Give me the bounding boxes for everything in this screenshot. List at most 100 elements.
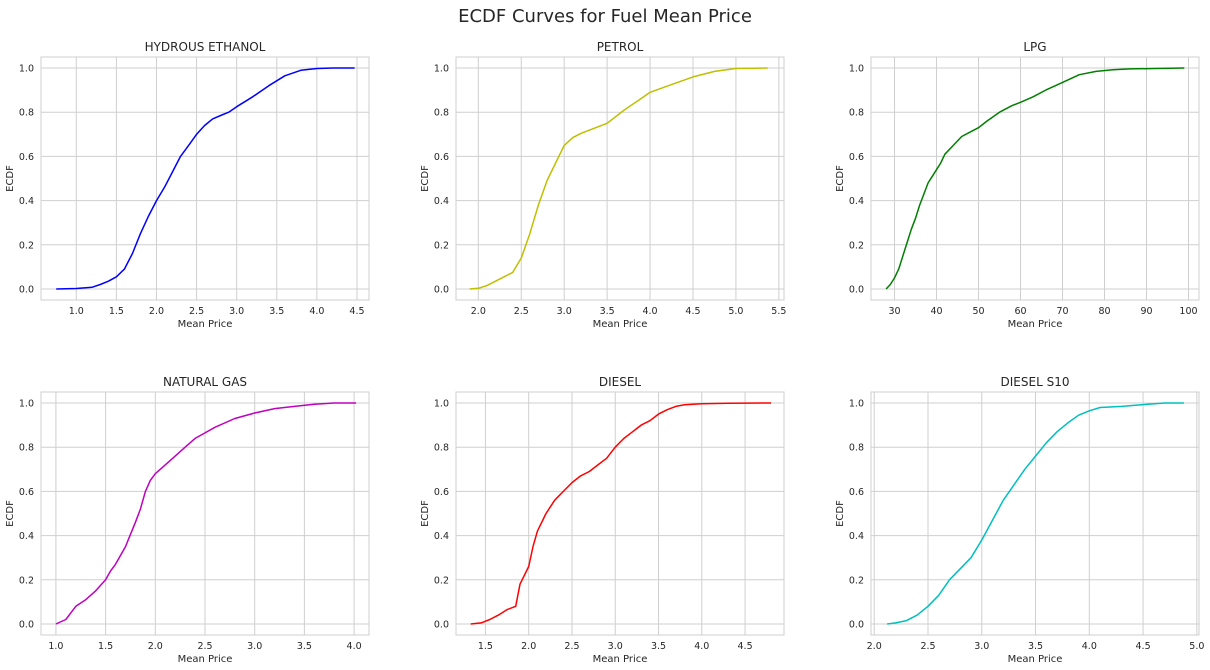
x-tick-label: 3.5 [1028,641,1043,652]
y-axis-label: ECDF [420,165,431,192]
x-tick-label: 1.0 [69,306,84,317]
ecdf-panel-hydrous-ethanol: 1.0 1.5 2.0 2.5 3.0 3.5 4.0 4.5 0.0 0.2 0.4 0.6 0.8 1… [5,40,370,330]
x-tick-label: 2.0 [149,306,164,317]
plot-frame [870,391,1200,636]
y-tick-label: 0.8 [434,443,449,454]
ecdf-panel-diesel-s10: 2.0 2.5 3.0 3.5 4.0 4.5 5.0 0.0 0.2 0.4 0.6 0.8 1.0 D… [835,375,1204,665]
y-tick-label: 0.8 [19,108,34,119]
x-tick-label: 2.5 [920,641,935,652]
x-tick-label: 40 [930,306,942,317]
x-tick-label: 3.5 [297,641,312,652]
subplot-title: HYDROUS ETHANOL [145,40,266,54]
subplot-title: NATURAL GAS [163,375,247,389]
y-tick-label: 1.0 [19,64,34,75]
y-tick-label: 0.2 [19,240,34,251]
plot-frame [40,56,370,301]
y-tick-label: 0.2 [434,575,449,586]
ecdf-line [887,402,1184,625]
plot-frame [40,391,370,636]
x-tick-label: 1.5 [109,306,124,317]
ecdf-line [55,402,357,625]
ecdf-panel-natural-gas: 1.0 1.5 2.0 2.5 3.0 3.5 4.0 0.0 0.2 0.4 0.6 0.8 1.0 N… [5,375,370,665]
x-tick-label: 60 [1014,306,1026,317]
y-axis-label: ECDF [5,165,16,192]
y-tick-label: 0.6 [849,152,864,163]
x-tick-label: 3.0 [557,306,572,317]
plot-frame [870,56,1200,301]
y-tick-label: 0.2 [849,240,864,251]
x-tick-label: 2.5 [197,641,212,652]
x-tick-label: 3.0 [229,306,244,317]
y-tick-label: 0.4 [19,196,34,207]
x-tick-label: 4.0 [694,641,709,652]
y-tick-label: 0.8 [849,108,864,119]
y-tick-label: 0.6 [849,487,864,498]
subplot-title: DIESEL [599,375,642,389]
x-tick-label: 30 [888,306,900,317]
y-tick-label: 0.8 [19,443,34,454]
y-tick-label: 0.8 [849,443,864,454]
y-axis-label: ECDF [5,500,16,527]
y-tick-label: 0.2 [849,575,864,586]
subplot-grid: 1.0 1.5 2.0 2.5 3.0 3.5 4.0 4.5 0.0 0.2 0.4 0.6 0.8 1… [5,40,1204,665]
plot-frame [455,391,785,636]
x-tick-label: 100 [1179,306,1197,317]
y-axis-label: ECDF [420,500,431,527]
x-tick-label: 4.0 [309,306,324,317]
x-tick-label: 5.0 [1189,641,1204,652]
x-tick-label: 50 [972,306,984,317]
x-tick-label: 3.5 [269,306,284,317]
x-axis-label: Mean Price [178,319,233,330]
x-tick-label: 2.0 [521,641,536,652]
ecdf-panel-petrol: 2.0 2.5 3.0 3.5 4.0 4.5 5.0 5.5 0.0 0.2 0.4 0.6 0.8 1… [420,40,786,330]
x-tick-label: 4.5 [738,641,753,652]
subplot-title: LPG [1023,40,1046,54]
x-axis-label: Mean Price [178,654,233,665]
x-tick-label: 1.0 [48,641,63,652]
y-tick-label: 0.4 [849,531,864,542]
y-tick-label: 0.0 [19,284,34,295]
ecdf-panel-lpg: 30 40 50 60 70 80 90 100 0.0 0.2 0.4 0.6 0.8 1.0 LPG Me… [835,40,1200,330]
x-tick-label: 70 [1056,306,1068,317]
x-tick-label: 5.5 [771,306,786,317]
x-tick-label: 4.0 [642,306,657,317]
ecdf-line [885,67,1185,290]
x-axis-label: Mean Price [1008,654,1063,665]
y-tick-label: 0.0 [434,284,449,295]
figure-title: ECDF Curves for Fuel Mean Price [458,6,752,27]
y-tick-label: 0.2 [19,575,34,586]
y-tick-label: 0.0 [19,619,34,630]
y-tick-label: 0.6 [19,487,34,498]
x-tick-label: 4.0 [1082,641,1097,652]
x-axis-label: Mean Price [1008,319,1063,330]
y-tick-label: 0.4 [849,196,864,207]
y-tick-label: 0.4 [19,531,34,542]
ecdf-line [56,67,355,290]
x-axis-label: Mean Price [593,319,648,330]
subplot-title: PETROL [597,40,644,54]
ecdf-line [469,67,768,290]
x-tick-label: 2.5 [514,306,529,317]
x-tick-label: 4.5 [1136,641,1151,652]
x-tick-label: 90 [1140,306,1152,317]
x-tick-label: 2.5 [564,641,579,652]
y-axis-label: ECDF [835,165,846,192]
x-tick-label: 3.0 [974,641,989,652]
y-tick-label: 1.0 [434,64,449,75]
x-tick-label: 4.5 [349,306,364,317]
y-tick-label: 0.6 [434,152,449,163]
x-tick-label: 4.5 [685,306,700,317]
y-tick-label: 1.0 [849,64,864,75]
y-tick-label: 0.4 [434,196,449,207]
y-tick-label: 0.2 [434,240,449,251]
y-tick-label: 0.0 [434,619,449,630]
y-tick-label: 1.0 [849,399,864,410]
y-tick-label: 1.0 [434,399,449,410]
x-tick-label: 3.0 [608,641,623,652]
x-tick-label: 2.0 [148,641,163,652]
x-tick-label: 2.0 [471,306,486,317]
x-tick-label: 2.5 [189,306,204,317]
x-tick-label: 5.0 [728,306,743,317]
x-tick-label: 3.0 [247,641,262,652]
y-tick-label: 0.4 [434,531,449,542]
